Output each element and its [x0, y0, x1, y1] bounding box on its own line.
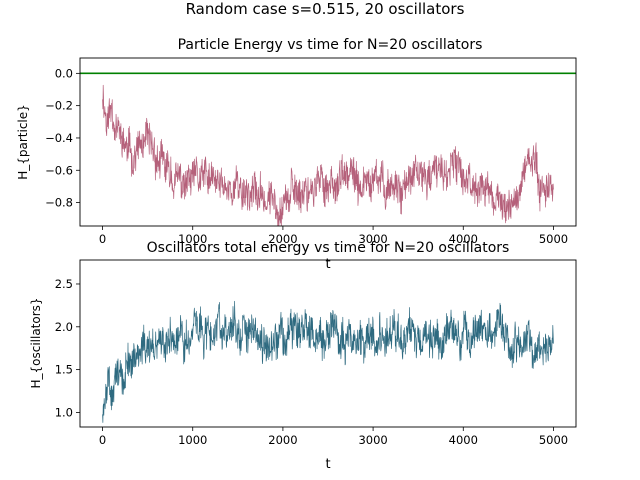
top-ytick-label: −0.8 [45, 196, 73, 210]
bottom-plot-area [79, 259, 577, 428]
top-yticks: 0.0 −0.2 −0.4 −0.6 −0.8 [45, 66, 80, 210]
top-ytick-label: −0.2 [45, 99, 73, 113]
top-xticks: 0 1000 2000 3000 4000 5000 [99, 226, 568, 246]
top-xtick-label: 1000 [178, 232, 207, 246]
subplot-oscillators-energy: Oscillators total energy vs time for N=2… [29, 240, 577, 472]
top-chart-title: Particle Energy vs time for N=20 oscilla… [178, 37, 483, 53]
bottom-ytick-label: 1.5 [55, 363, 73, 377]
bottom-ytick-label: 2.0 [55, 320, 73, 334]
bottom-xticks: 0 1000 2000 3000 4000 5000 [99, 427, 568, 447]
bottom-xtick-label: 1000 [178, 433, 207, 447]
bottom-ytick-label: 1.0 [55, 405, 73, 419]
top-xtick-label: 2000 [268, 232, 297, 246]
top-xtick-label: 3000 [358, 232, 387, 246]
top-xtick-label: 4000 [449, 232, 478, 246]
bottom-ytick-label: 2.5 [55, 277, 73, 291]
top-axes-frame [79, 57, 577, 227]
bottom-xtick-label: 4000 [449, 433, 478, 447]
top-xlabel: t [325, 257, 330, 272]
top-xtick-label: 0 [99, 232, 106, 246]
bottom-axes-frame [79, 259, 577, 428]
bottom-xtick-label: 2000 [268, 433, 297, 447]
top-ytick-label: 0.0 [55, 66, 73, 80]
bottom-series-group [102, 300, 554, 423]
bottom-chart-title: Oscillators total energy vs time for N=2… [147, 240, 510, 256]
bottom-ylabel: H_{oscillators} [29, 297, 43, 388]
top-xtick-label: 5000 [539, 232, 568, 246]
bottom-energy-series-line [102, 300, 554, 423]
figure-suptitle: Random case s=0.515, 20 oscillators [186, 0, 465, 18]
bottom-xlabel: t [325, 457, 330, 472]
top-ylabel: H_{particle} [16, 104, 30, 180]
bottom-yticks: 1.0 1.5 2.0 2.5 [55, 277, 80, 419]
top-ytick-label: −0.6 [45, 163, 73, 177]
subplot-particle-energy: Particle Energy vs time for N=20 oscilla… [16, 37, 577, 272]
top-energy-series-line [102, 84, 554, 226]
top-ytick-label: −0.4 [45, 131, 73, 145]
top-series-group [80, 72, 576, 226]
bottom-xtick-label: 3000 [358, 433, 387, 447]
bottom-xtick-label: 0 [99, 433, 106, 447]
top-plot-area [79, 57, 577, 227]
bottom-xtick-label: 5000 [539, 433, 568, 447]
